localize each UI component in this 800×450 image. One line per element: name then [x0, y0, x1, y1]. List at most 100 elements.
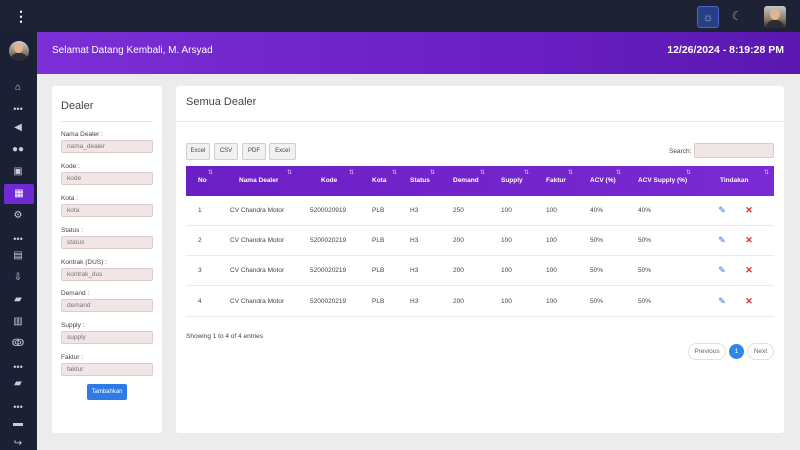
column-header-faktur[interactable]: Faktur — [546, 177, 566, 184]
kontrak-input[interactable] — [61, 268, 153, 281]
edit-icon[interactable]: ✎ — [718, 296, 726, 306]
export-excel-button[interactable]: Excel — [186, 143, 210, 160]
pagination-next[interactable]: Next — [747, 343, 774, 360]
box-icon[interactable]: ▥ — [13, 316, 23, 327]
divider — [61, 121, 153, 122]
status-input[interactable] — [61, 236, 153, 249]
close-icon[interactable]: ✕ — [745, 205, 753, 215]
datetime-display: 12/26/2024 - 8:19:28 PM — [667, 44, 784, 56]
gears-icon[interactable]: ⚙ — [13, 210, 23, 221]
supply-input[interactable] — [61, 331, 153, 344]
export-excel-button-2[interactable]: Excel — [269, 143, 296, 160]
pagination-previous[interactable]: Previous — [688, 343, 726, 360]
faktur-input[interactable] — [61, 363, 153, 376]
column-header-nama-dealer[interactable]: Nama Dealer — [239, 177, 279, 184]
demand-input[interactable] — [61, 299, 153, 312]
close-icon[interactable]: ✕ — [745, 265, 753, 275]
search-input[interactable] — [694, 143, 774, 158]
home-icon[interactable]: ⌂ — [14, 82, 22, 93]
sort-icon[interactable]: ⇅ — [524, 170, 530, 176]
logout-icon[interactable]: ↪ — [13, 438, 23, 449]
avatar-face — [770, 9, 780, 20]
more-vertical-icon[interactable]: ⋮ — [14, 8, 28, 24]
cell-acv-supply: 50% — [638, 237, 652, 244]
cell-demand: 250 — [453, 207, 464, 214]
money-icon[interactable]: ▣ — [13, 166, 23, 177]
edit-icon[interactable]: ✎ — [718, 205, 726, 215]
cell-no: 2 — [198, 237, 202, 244]
avatar[interactable] — [764, 6, 786, 28]
top-navbar: ⋮ ☼ ☾ — [0, 0, 800, 32]
cell-no: 3 — [198, 267, 202, 274]
nama-dealer-input[interactable] — [61, 140, 153, 153]
welcome-text: Selamat Datang Kembali, M. Arsyad — [52, 45, 213, 56]
pagination-page-1[interactable]: 1 — [729, 344, 744, 359]
column-header-tindakan: Tindakan — [720, 177, 749, 184]
cell-nama-dealer: CV Chandra Motor — [230, 237, 285, 244]
export-pdf-button[interactable]: PDF — [242, 143, 266, 160]
close-icon[interactable]: ✕ — [745, 296, 753, 306]
column-header-demand[interactable]: Demand — [453, 177, 479, 184]
cell-faktur: 100 — [546, 267, 557, 274]
close-icon[interactable]: ✕ — [745, 235, 753, 245]
column-header-acv-supply[interactable]: ACV Supply (%) — [638, 177, 688, 184]
store-icon[interactable]: ▬ — [13, 418, 23, 429]
sort-icon[interactable]: ⇅ — [287, 170, 293, 176]
column-header-supply[interactable]: Supply — [501, 177, 523, 184]
cell-acv: 50% — [590, 237, 604, 244]
sort-icon[interactable]: ⇅ — [392, 170, 398, 176]
column-header-no[interactable]: No — [198, 177, 207, 184]
cell-faktur: 100 — [546, 237, 557, 244]
document-icon[interactable]: ▤ — [13, 250, 23, 261]
cell-faktur: 100 — [546, 298, 557, 305]
calendar-icon[interactable]: ▦ — [4, 184, 34, 204]
cell-kota: PLB — [372, 267, 385, 274]
sidebar: ⌂ ••• ◀ ●● ▣ ▦ ⚙ ••• ▤ ⇩ ▰ ▥ ↂ ••• ▰ •••… — [0, 32, 37, 450]
sidebar-avatar[interactable] — [9, 41, 29, 61]
sort-icon[interactable]: ⇅ — [616, 170, 622, 176]
motorcycle-icon[interactable]: ↂ — [11, 338, 25, 349]
avatar-face — [14, 43, 23, 53]
kode-input[interactable] — [61, 172, 153, 185]
column-header-kota[interactable]: Kota — [372, 177, 387, 184]
cell-nama-dealer: CV Chandra Motor — [230, 267, 285, 274]
search-label: Search: — [669, 148, 692, 155]
download-icon[interactable]: ⇩ — [13, 272, 23, 283]
cell-demand: 200 — [453, 267, 464, 274]
kota-input[interactable] — [61, 204, 153, 217]
sort-icon[interactable]: ⇅ — [568, 170, 574, 176]
table-row: 2 CV Chandra Motor 5200020219 PLB H3 200… — [186, 226, 774, 256]
add-dealer-button[interactable]: Tambahkan — [87, 384, 127, 400]
cell-kota: PLB — [372, 207, 385, 214]
export-csv-button[interactable]: CSV — [214, 143, 238, 160]
cell-kota: PLB — [372, 298, 385, 305]
supply-label: Supply : — [61, 322, 85, 329]
column-header-kode[interactable]: Kode — [321, 177, 338, 184]
cell-kode: 5200020219 — [310, 298, 347, 305]
sort-icon[interactable]: ⇅ — [430, 170, 436, 176]
delivery-truck-icon[interactable]: ▰ — [14, 378, 22, 389]
column-header-status[interactable]: Status — [410, 177, 430, 184]
sort-icon[interactable]: ⇅ — [764, 170, 770, 176]
truck-icon[interactable]: ▰ — [14, 294, 22, 305]
sort-icon[interactable]: ⇅ — [686, 170, 692, 176]
cell-acv-supply: 50% — [638, 298, 652, 305]
megaphone-icon[interactable]: ◀ — [14, 122, 22, 133]
sun-icon[interactable]: ☼ — [697, 6, 719, 28]
cell-acv-supply: 50% — [638, 267, 652, 274]
sort-icon[interactable]: ⇅ — [349, 170, 355, 176]
cell-status: H3 — [410, 298, 419, 305]
avatar-shoulders — [10, 53, 28, 61]
form-title: Dealer — [61, 100, 94, 112]
cell-status: H3 — [410, 237, 419, 244]
cell-status: H3 — [410, 267, 419, 274]
cell-acv: 40% — [590, 207, 604, 214]
edit-icon[interactable]: ✎ — [718, 265, 726, 275]
column-header-acv[interactable]: ACV (%) — [590, 177, 616, 184]
sort-icon[interactable]: ⇅ — [480, 170, 486, 176]
edit-icon[interactable]: ✎ — [718, 235, 726, 245]
moon-icon[interactable]: ☾ — [731, 9, 743, 23]
users-icon[interactable]: ●● — [11, 144, 25, 155]
table-header: No ⇅ Nama Dealer ⇅ Kode ⇅ Kota ⇅ Status … — [186, 166, 774, 196]
sort-icon[interactable]: ⇅ — [208, 170, 214, 176]
